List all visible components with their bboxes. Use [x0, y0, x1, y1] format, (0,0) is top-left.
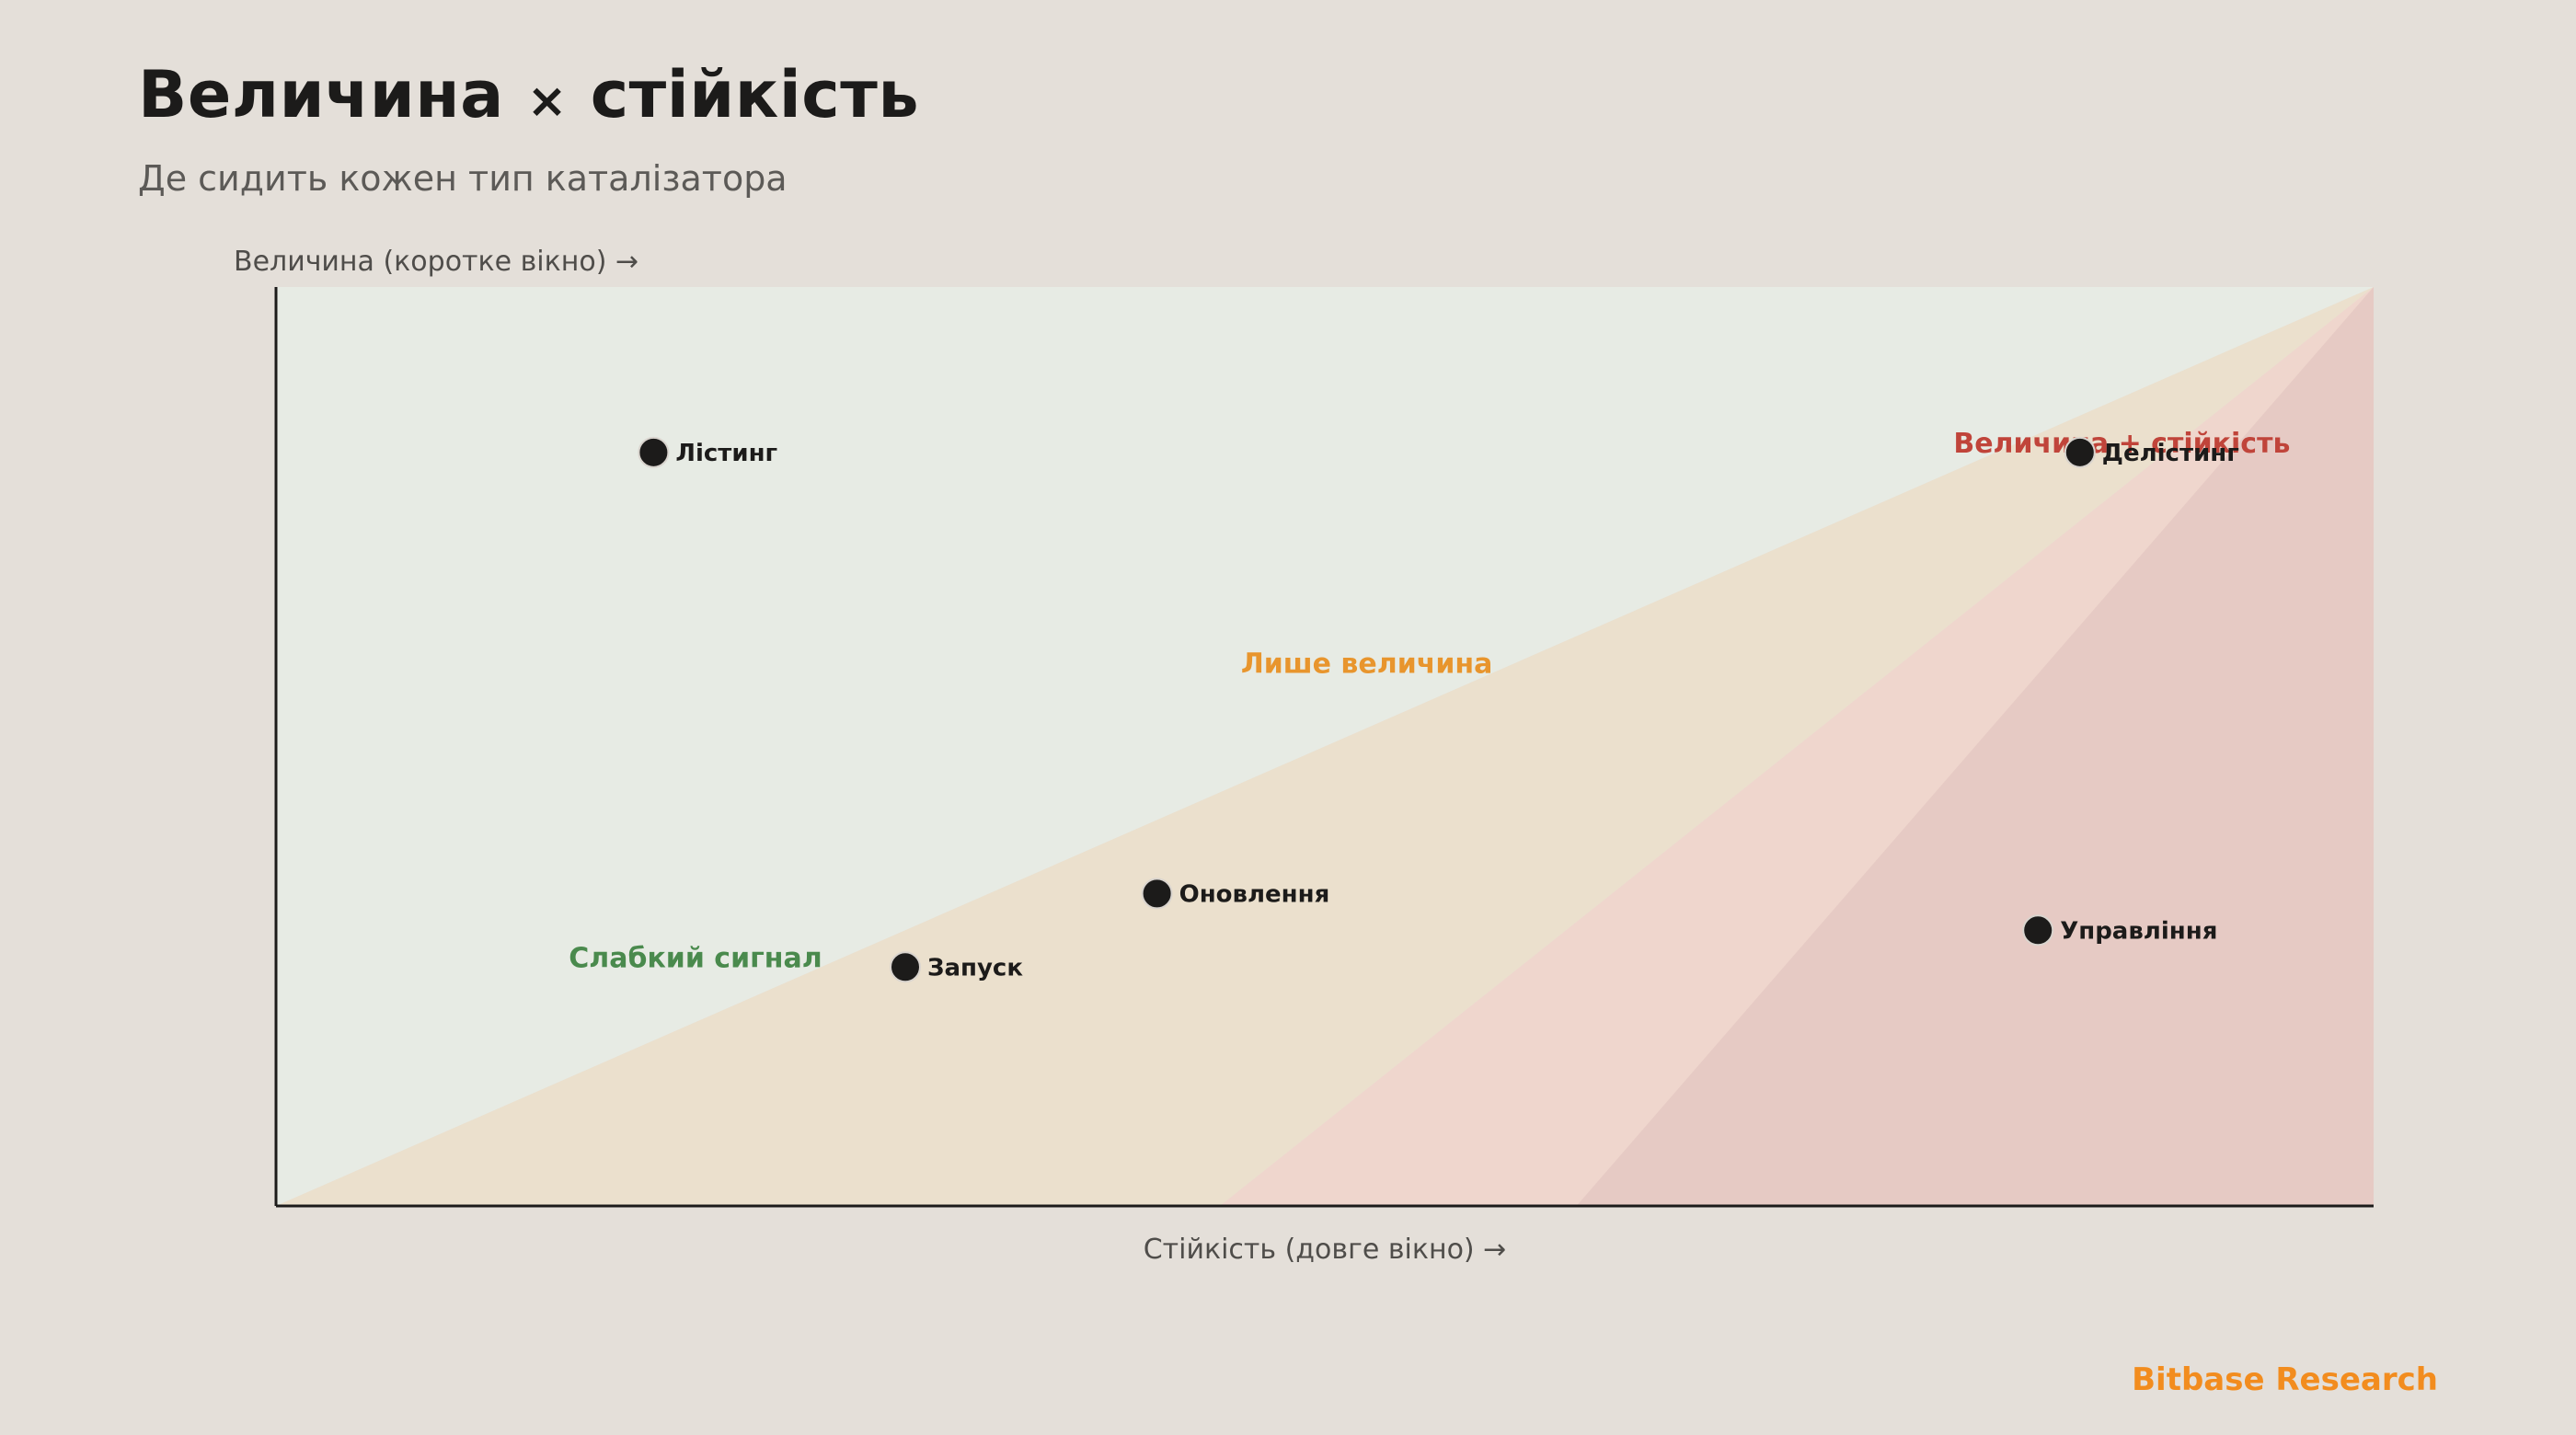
- page-subtitle: Де сидить кожен тип каталізатора: [138, 158, 788, 199]
- point-marker-1: [2064, 436, 2096, 468]
- zone-1: [276, 287, 2374, 1206]
- zone-label-0: Слабкий сигнал: [569, 942, 822, 974]
- axes: Величина (коротке вікно) → Стійкість (до…: [234, 246, 2374, 1266]
- point-label-2: Оновлення: [1179, 880, 1330, 908]
- point-marker-4: [2022, 914, 2054, 947]
- point-label-1: Делістинг: [2102, 440, 2239, 467]
- zone-label-1: Лише величина: [1241, 649, 1493, 681]
- page-title: Величина × стійкість: [138, 57, 919, 132]
- point-marker-3: [890, 951, 921, 983]
- title-prefix: Величина: [138, 57, 504, 132]
- brand-logo: Bitbase Research: [2132, 1361, 2438, 1398]
- point-label-3: Запуск: [927, 954, 1023, 982]
- zone-label-layer: Слабкий сигнал Лише величина Величина + ст…: [569, 428, 2290, 974]
- point-marker-0: [638, 436, 670, 468]
- zone-3: [1576, 287, 2374, 1206]
- point-layer: Лістинг Делістинг Оновлення Запуск Управлінн…: [638, 436, 2239, 983]
- point-label-4: Управління: [2060, 917, 2217, 945]
- title-suffix: стійкість: [590, 57, 920, 132]
- point-marker-2: [1141, 878, 1173, 910]
- zone-layer: [276, 287, 2374, 1206]
- x-axis-label: Стійкість (довге вікно) →: [1144, 1234, 1507, 1266]
- point-label-0: Лістинг: [675, 440, 777, 467]
- title-times-sign: ×: [526, 74, 568, 129]
- zone-label-2: Величина + стійкість: [1953, 428, 2290, 460]
- y-axis-label: Величина (коротке вікно) →: [234, 246, 638, 278]
